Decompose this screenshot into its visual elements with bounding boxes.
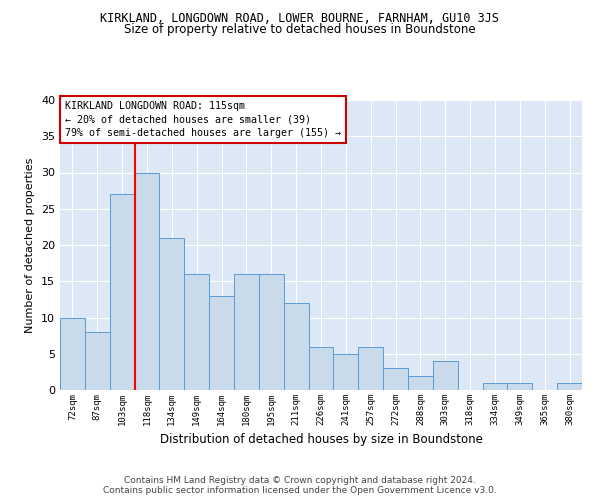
Bar: [234, 274, 259, 390]
Bar: [134, 172, 160, 390]
Bar: [160, 238, 184, 390]
Bar: [60, 318, 85, 390]
Bar: [358, 346, 383, 390]
Bar: [557, 383, 582, 390]
Bar: [508, 383, 532, 390]
Bar: [433, 361, 458, 390]
Bar: [209, 296, 234, 390]
Bar: [308, 346, 334, 390]
Text: Contains HM Land Registry data © Crown copyright and database right 2024.: Contains HM Land Registry data © Crown c…: [124, 476, 476, 485]
X-axis label: Distribution of detached houses by size in Boundstone: Distribution of detached houses by size …: [160, 434, 482, 446]
Bar: [85, 332, 110, 390]
Text: KIRKLAND, LONGDOWN ROAD, LOWER BOURNE, FARNHAM, GU10 3JS: KIRKLAND, LONGDOWN ROAD, LOWER BOURNE, F…: [101, 12, 499, 26]
Bar: [110, 194, 134, 390]
Bar: [334, 354, 358, 390]
Bar: [184, 274, 209, 390]
Bar: [383, 368, 408, 390]
Bar: [259, 274, 284, 390]
Text: KIRKLAND LONGDOWN ROAD: 115sqm
← 20% of detached houses are smaller (39)
79% of : KIRKLAND LONGDOWN ROAD: 115sqm ← 20% of …: [65, 102, 341, 138]
Bar: [482, 383, 508, 390]
Text: Contains public sector information licensed under the Open Government Licence v3: Contains public sector information licen…: [103, 486, 497, 495]
Bar: [408, 376, 433, 390]
Bar: [284, 303, 308, 390]
Text: Size of property relative to detached houses in Boundstone: Size of property relative to detached ho…: [124, 22, 476, 36]
Y-axis label: Number of detached properties: Number of detached properties: [25, 158, 35, 332]
